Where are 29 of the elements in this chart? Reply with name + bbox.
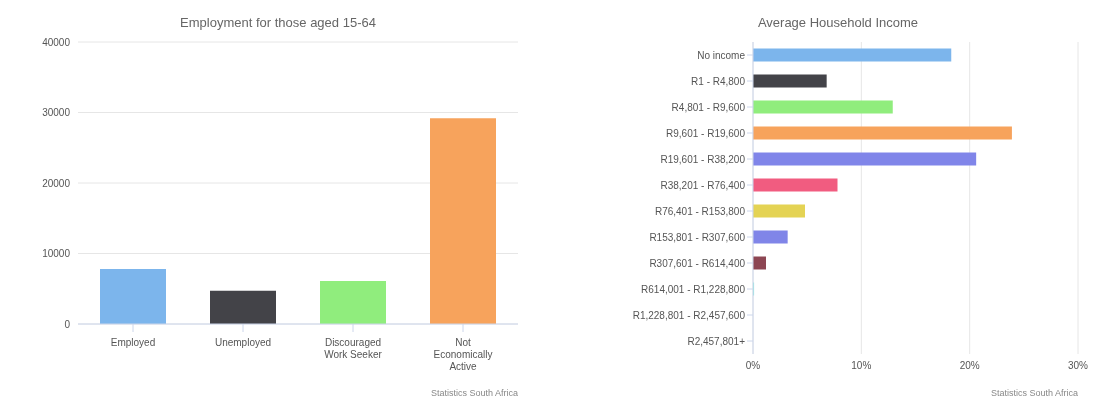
x-tick-label: Employed [110,337,156,348]
y-tick-label: R614,001 - R1,228,800 [641,283,746,295]
y-tick-label: 30000 [42,107,71,119]
x-tick-label: Discouraged Work Seeker [324,337,383,360]
y-tick-label: R307,601 - R614,400 [649,257,746,269]
y-tick-label: 10000 [42,248,71,260]
chart-title: Average Household Income [756,14,920,32]
text: Statistics South Africa [989,388,1079,398]
y-tick-label: R38,201 - R76,400 [660,179,746,191]
y-tick-label: R4,801 - R9,600 [671,101,746,113]
y-tick-label: 20000 [42,177,71,189]
y-tick-label: R1,228,801 - R2,457,600 [632,309,746,321]
y-tick-label: R76,401 - R153,800 [654,205,746,217]
y-tick-label: R153,801 - R307,600 [649,231,746,243]
y-tick-label: R9,601 - R19,600 [666,127,746,139]
text: Statistics South Africa [429,388,519,398]
x-tick-label: 30% [1067,360,1089,372]
x-tick-label: Not Economically Active [433,337,493,372]
y-tick-label: 0 [64,318,71,330]
x-tick-label: 20% [959,360,980,372]
y-tick-label: 40000 [42,36,71,48]
y-tick-label: No income [697,49,746,61]
x-tick-label: Unemployed [214,337,272,348]
chart-title: Employment for those aged 15-64 [179,14,377,32]
y-tick-label: R1 - R4,800 [691,75,746,87]
y-tick-label: R2,457,801+ [687,335,746,347]
y-tick-label: R19,601 - R38,200 [660,153,746,165]
x-tick-label: 0% [745,360,761,372]
x-tick-label: 10% [851,360,872,372]
